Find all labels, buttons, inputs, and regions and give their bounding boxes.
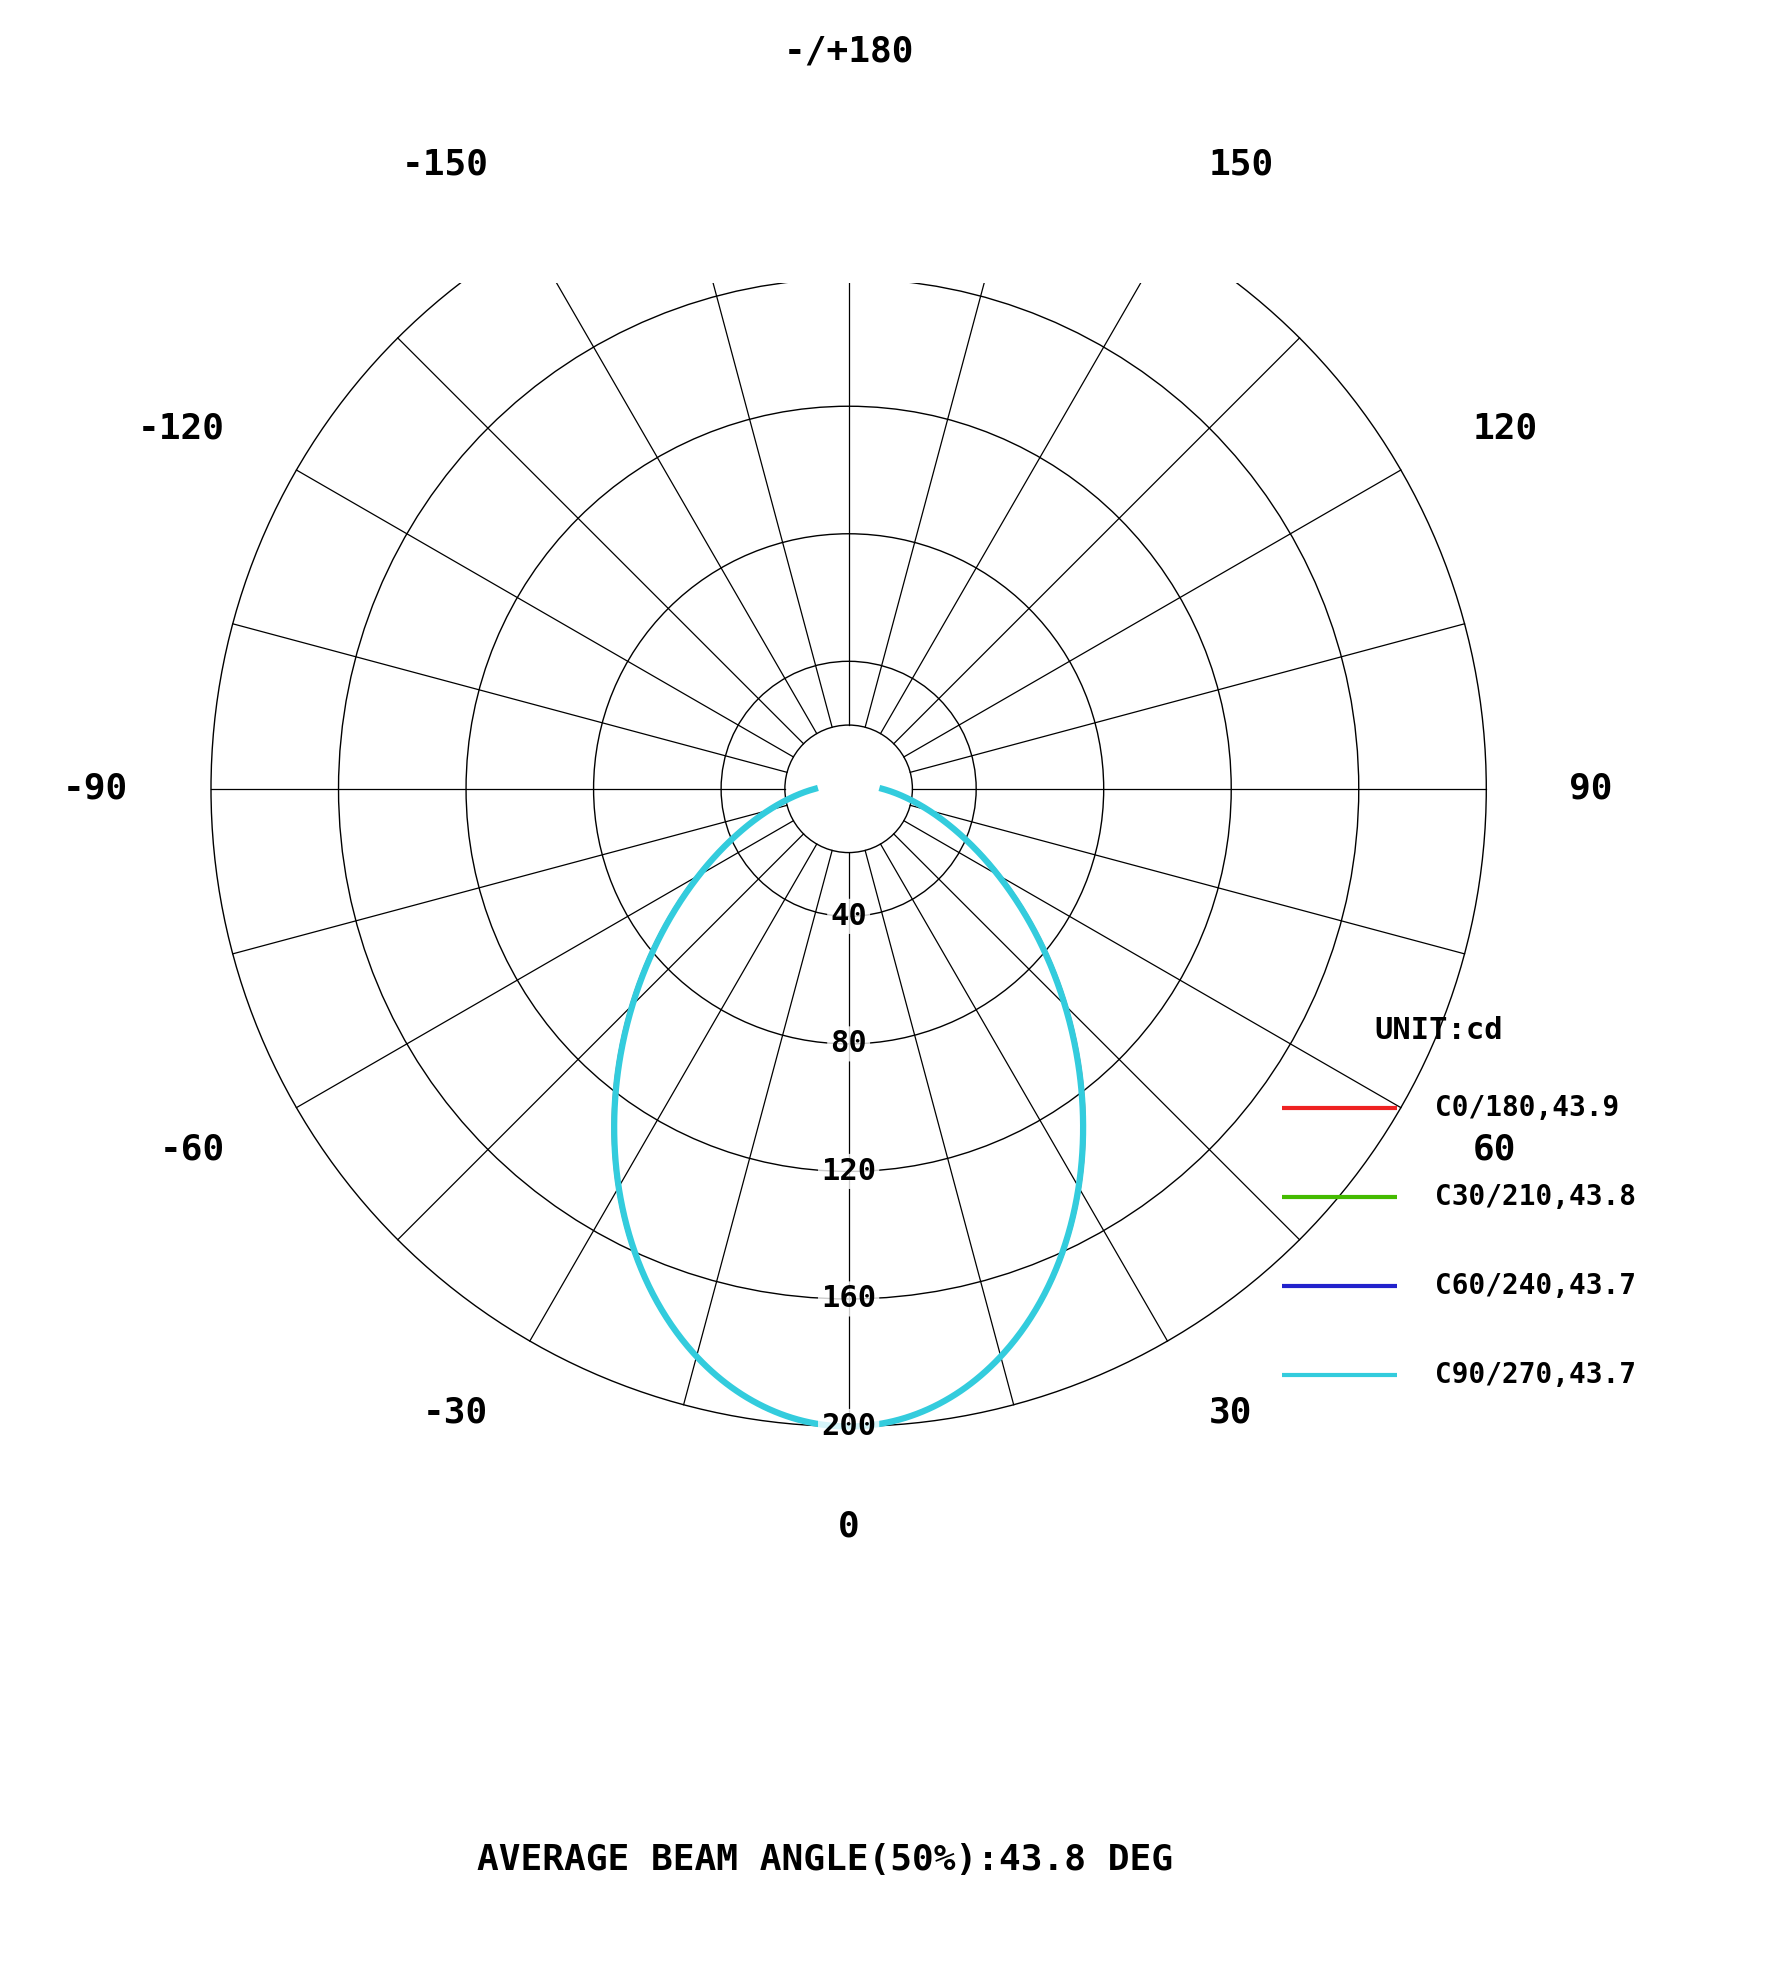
Text: -90: -90 [64, 771, 127, 805]
Text: 150: 150 [1209, 148, 1275, 181]
Text: 160: 160 [820, 1285, 877, 1313]
Text: 60: 60 [1473, 1132, 1517, 1167]
Text: 200: 200 [820, 1411, 877, 1441]
Text: -150: -150 [401, 148, 488, 181]
Text: 80: 80 [831, 1029, 866, 1059]
Text: 120: 120 [1473, 411, 1538, 445]
Text: C60/240,43.7: C60/240,43.7 [1436, 1271, 1635, 1301]
Text: 40: 40 [831, 901, 866, 931]
Text: 30: 30 [1209, 1395, 1252, 1431]
Text: -30: -30 [423, 1395, 488, 1431]
Text: -60: -60 [159, 1132, 225, 1167]
Text: -120: -120 [138, 411, 225, 445]
Text: C90/270,43.7: C90/270,43.7 [1436, 1362, 1635, 1389]
Text: 90: 90 [1570, 771, 1612, 805]
Text: UNIT:cd: UNIT:cd [1374, 1015, 1503, 1045]
Text: C0/180,43.9: C0/180,43.9 [1436, 1094, 1619, 1122]
Text: AVERAGE BEAM ANGLE(50%):43.8 DEG: AVERAGE BEAM ANGLE(50%):43.8 DEG [477, 1842, 1174, 1877]
Text: 0: 0 [838, 1509, 859, 1543]
Text: 120: 120 [820, 1157, 877, 1187]
Text: -/+180: -/+180 [783, 33, 914, 69]
Text: C30/210,43.8: C30/210,43.8 [1436, 1183, 1635, 1210]
